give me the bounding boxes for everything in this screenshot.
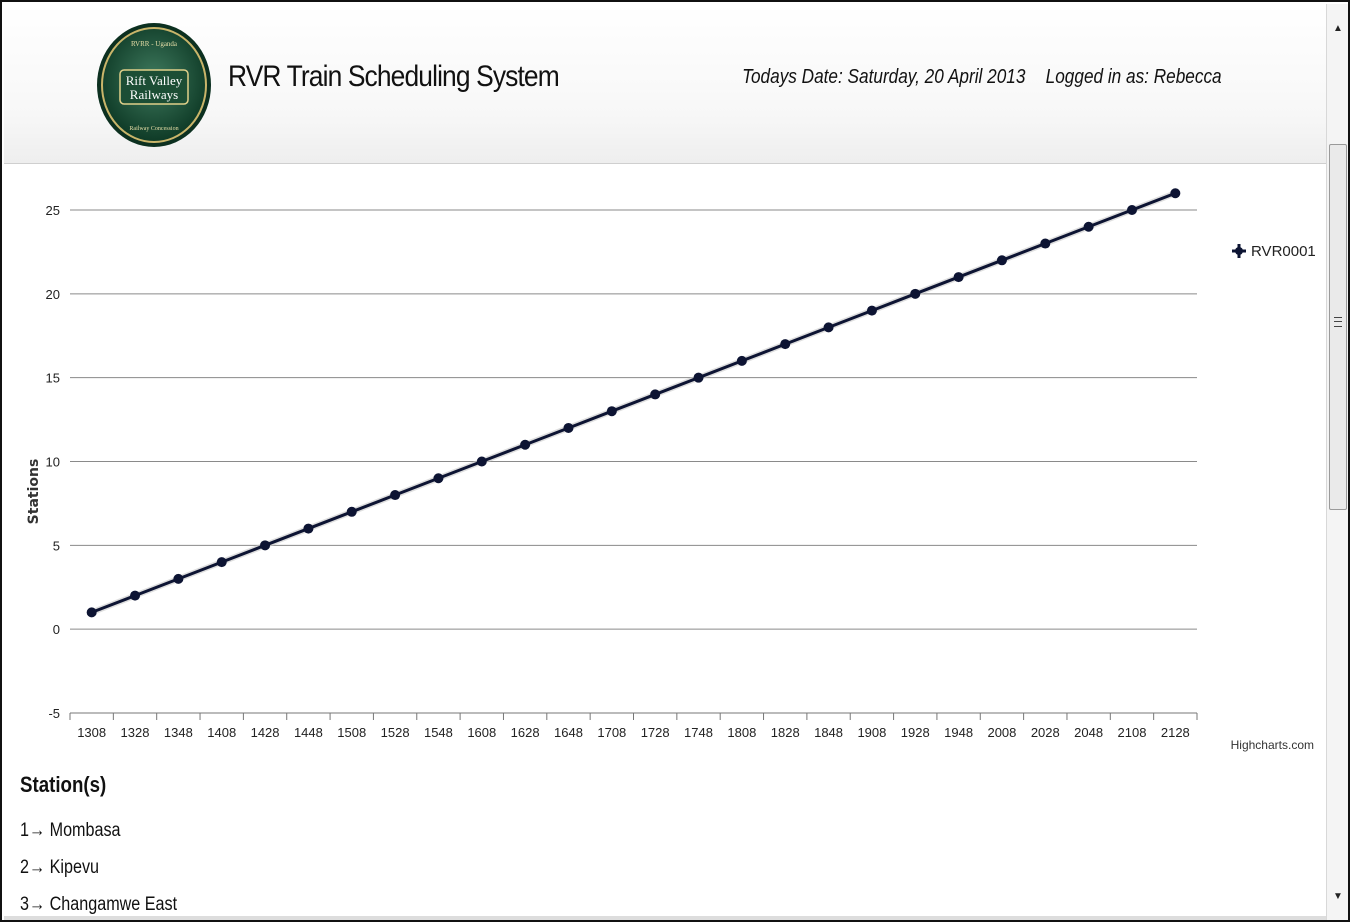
- x-tick-label: 1808: [727, 725, 756, 740]
- station-item: 2→ Kipevu: [20, 857, 100, 878]
- y-tick-label: 25: [46, 203, 60, 218]
- data-point: [216, 557, 227, 568]
- x-tick-label: 1848: [814, 725, 843, 740]
- x-tick-label: 1408: [207, 725, 236, 740]
- data-point: [563, 422, 574, 433]
- y-tick-label: 10: [46, 455, 60, 470]
- y-tick-label: 20: [46, 287, 60, 302]
- stations-section: Station(s) 1→ Mombasa 2→ Kipevu 3→ Chang…: [20, 772, 205, 920]
- app-title: RVR Train Scheduling System: [228, 60, 560, 93]
- data-point: [910, 288, 921, 299]
- station-item: 1→ Mombasa: [20, 820, 121, 841]
- x-tick-label: 1708: [597, 725, 626, 740]
- x-tick-label: 1428: [251, 725, 280, 740]
- page-header: Rift Valley Railways RVRR - Uganda Railw…: [4, 4, 1326, 164]
- highcharts-credit: Highcharts.com: [1231, 738, 1314, 752]
- data-point: [606, 406, 617, 417]
- scroll-up-arrow-icon[interactable]: ▲: [1333, 23, 1343, 34]
- data-point: [476, 456, 487, 467]
- data-point: [866, 305, 877, 316]
- x-tick-label: 1448: [294, 725, 323, 740]
- x-tick-label: 1928: [901, 725, 930, 740]
- x-tick-label: 2008: [987, 725, 1016, 740]
- data-point: [1126, 205, 1137, 215]
- bottom-edge: [4, 916, 1326, 920]
- logged-in-user: Logged in as: Rebecca: [1046, 66, 1222, 88]
- data-point: [390, 490, 401, 501]
- data-point: [520, 439, 531, 450]
- station-item: 3→ Changamwe East: [20, 894, 178, 915]
- logo-top-text: RVRR - Uganda: [131, 40, 178, 48]
- data-point: [130, 590, 141, 601]
- data-point: [260, 540, 271, 551]
- x-tick-label: 1308: [77, 725, 106, 740]
- x-tick-label: 2108: [1118, 725, 1147, 740]
- chart-svg: -5 0 5 10 15 20 25 1308 1328 1348 1408 1428 1448 1508…: [26, 188, 1316, 752]
- data-point: [173, 573, 184, 584]
- scroll-down-arrow-icon[interactable]: ▼: [1333, 891, 1343, 902]
- vertical-scrollbar[interactable]: ▲ ▼: [1326, 4, 1348, 920]
- x-tick-label: 1608: [467, 725, 496, 740]
- grip-icon: [1334, 317, 1342, 327]
- x-tick-label: 1748: [684, 725, 713, 740]
- data-point: [650, 389, 661, 400]
- logo-text-line2: Railways: [130, 87, 178, 102]
- x-tick-label: 1508: [337, 725, 366, 740]
- data-point: [996, 255, 1007, 266]
- x-tick-label: 2028: [1031, 725, 1060, 740]
- stations-heading: Station(s): [20, 772, 107, 797]
- x-tick-label: 1908: [857, 725, 886, 740]
- data-point: [1083, 221, 1094, 232]
- data-point: [433, 473, 444, 484]
- y-axis-title: Stations: [26, 459, 42, 525]
- series-line: [91, 191, 1176, 614]
- data-point: [736, 355, 747, 366]
- todays-date: Todays Date: Saturday, 20 April 2013: [742, 66, 1026, 88]
- data-point: [86, 607, 97, 618]
- station-list: 1→ Mombasa 2→ Kipevu 3→ Changamwe East: [20, 820, 205, 920]
- x-tick-label: 1628: [511, 725, 540, 740]
- x-tick-label: 1948: [944, 725, 973, 740]
- data-point: [823, 322, 834, 333]
- data-point: [780, 339, 791, 350]
- rvr-logo: Rift Valley Railways RVRR - Uganda Railw…: [97, 23, 211, 147]
- legend-label: RVR0001: [1251, 243, 1316, 260]
- x-tick-label: 1728: [641, 725, 670, 740]
- x-tick-label: 1548: [424, 725, 453, 740]
- legend-marker-dot: [1235, 247, 1243, 255]
- x-tick-label: 1328: [121, 725, 150, 740]
- x-tick-label: 1528: [381, 725, 410, 740]
- data-point: [1170, 188, 1181, 199]
- data-point: [1040, 238, 1051, 249]
- scroll-thumb[interactable]: [1329, 144, 1347, 510]
- x-tick-label: 1348: [164, 725, 193, 740]
- x-tick-label: 2128: [1161, 725, 1190, 740]
- y-tick-label: 15: [46, 371, 60, 386]
- logo-bottom-text: Railway Concession: [129, 126, 178, 132]
- data-point: [303, 523, 314, 534]
- data-point: [346, 506, 357, 517]
- x-tick-label: 1828: [771, 725, 800, 740]
- x-tick-label: 2048: [1074, 725, 1103, 740]
- header-info: Todays Date: Saturday, 20 April 2013 Log…: [727, 66, 1222, 89]
- logo-text-line1: Rift Valley: [126, 73, 183, 88]
- x-tick-label: 1648: [554, 725, 583, 740]
- y-tick-label: 0: [53, 622, 60, 637]
- y-tick-label: 5: [53, 538, 60, 553]
- schedule-chart: -5 0 5 10 15 20 25 1308 1328 1348 1408 1428 1448 1508…: [4, 165, 1326, 765]
- data-point: [693, 372, 704, 383]
- y-tick-label: -5: [48, 706, 60, 721]
- data-point: [953, 272, 964, 283]
